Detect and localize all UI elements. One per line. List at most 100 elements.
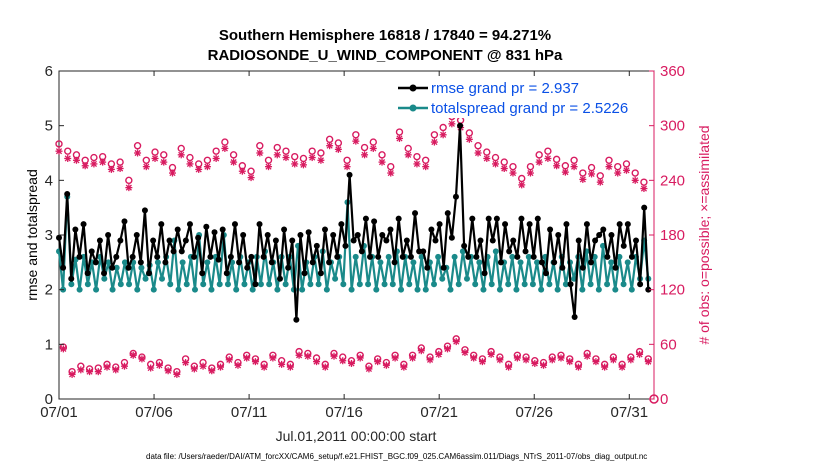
obs-assimilated-point	[592, 358, 600, 366]
obs-assimilated-point	[99, 158, 107, 166]
x-tick-label: 07/16	[325, 404, 363, 421]
totalspread-point	[398, 286, 405, 293]
obs-assimilated-stroke	[313, 358, 320, 365]
obs-possible-point	[291, 152, 299, 161]
totalspread-point	[266, 281, 273, 288]
obs-assimilated-stroke	[208, 367, 215, 374]
rmse-point	[170, 248, 177, 255]
totalspread-point	[101, 275, 108, 282]
obs-assimilated-point	[251, 358, 259, 366]
obs-assimilated-stroke	[383, 362, 390, 369]
rmse-point	[236, 259, 243, 266]
obs-assimilated-stroke	[605, 163, 613, 170]
obs-assimilated-point	[295, 351, 303, 359]
obs-assimilated-point	[116, 164, 124, 172]
totalspread-point	[179, 259, 186, 266]
obs-assimilated-point	[203, 163, 211, 171]
totalspread-point	[249, 286, 256, 293]
rmse-point	[497, 259, 504, 266]
rmse-point	[133, 232, 140, 238]
rmse-point	[199, 270, 206, 277]
obs-assimilated-stroke	[422, 163, 429, 170]
obs-assimilated-stroke	[352, 138, 359, 145]
obs-assimilated-stroke	[274, 151, 281, 158]
obs-assimilated-stroke	[636, 351, 643, 358]
totalspread-point	[142, 275, 149, 282]
rmse-point	[563, 221, 570, 228]
obs-assimilated-stroke	[230, 159, 237, 166]
totalspread-point	[208, 286, 215, 293]
totalspread-point	[257, 281, 264, 288]
rmse-point	[203, 223, 210, 230]
obs-assimilated-stroke	[108, 166, 115, 173]
rmse-point	[346, 171, 353, 178]
totalspread-point	[377, 259, 384, 266]
obs-assimilated-stroke	[121, 363, 128, 370]
obs-assimilated-stroke	[265, 163, 272, 170]
rmse-point	[485, 215, 492, 222]
obs-possible-point	[256, 142, 264, 150]
obs-assimilated-stroke	[483, 155, 490, 162]
obs-assimilated-stroke	[160, 159, 167, 166]
obs-assimilated-point	[142, 163, 150, 171]
rmse-point	[502, 221, 509, 228]
obs-possible-point	[55, 140, 63, 148]
obs-assimilated-point	[583, 352, 591, 360]
obs-assimilated-stroke	[461, 349, 469, 356]
rmse-point	[571, 314, 578, 320]
totalspread-point	[274, 286, 281, 293]
obs-assimilated-stroke	[278, 361, 285, 368]
rmse-point	[268, 259, 275, 266]
rmse-point	[191, 253, 198, 260]
totalspread-point	[410, 259, 417, 266]
obs-assimilated-stroke	[645, 358, 652, 365]
obs-assimilated-point	[199, 362, 207, 370]
obs-assimilated-stroke	[400, 364, 407, 371]
obs-assimilated-point	[487, 350, 495, 358]
rmse-point	[137, 259, 144, 266]
obs-assimilated-point	[164, 367, 172, 375]
obs-assimilated-point	[500, 164, 508, 172]
totalspread-point	[620, 281, 627, 288]
obs-assimilated-stroke	[147, 364, 154, 372]
rmse-point	[264, 232, 271, 238]
y-tick-label-right: 300	[660, 118, 685, 135]
totalspread-point	[233, 286, 240, 293]
totalspread-point	[191, 286, 198, 293]
obs-assimilated-stroke	[204, 163, 211, 170]
totalspread-point	[105, 259, 112, 266]
rmse-point	[76, 253, 83, 260]
obs-assimilated-stroke	[173, 371, 180, 378]
rmse-point	[326, 259, 333, 266]
obs-assimilated-stroke	[339, 357, 346, 364]
obs-assimilated-stroke	[295, 352, 303, 359]
rmse-point	[637, 281, 644, 288]
obs-assimilated-point	[273, 151, 281, 159]
totalspread-point	[373, 286, 380, 293]
obs-assimilated-point	[86, 368, 94, 376]
obs-assimilated-stroke	[64, 155, 71, 162]
obs-assimilated-point	[182, 359, 190, 367]
totalspread-point	[525, 253, 532, 260]
obs-assimilated-stroke	[601, 364, 608, 371]
obs-assimilated-point	[112, 366, 120, 374]
totalspread-point	[604, 281, 611, 288]
obs-assimilated-stroke	[518, 181, 525, 188]
rmse-point	[567, 281, 574, 288]
totalspread-point	[496, 286, 503, 293]
obs-assimilated-point	[234, 361, 242, 369]
obs-assimilated-stroke	[640, 185, 648, 192]
y-tick-label-left: 4	[45, 172, 53, 189]
obs-assimilated-point	[177, 151, 185, 159]
totalspread-point	[323, 286, 330, 293]
totalspread-point	[315, 281, 322, 288]
x-tick-label: 07/01	[40, 404, 78, 421]
obs-assimilated-point	[361, 151, 369, 159]
totalspread-point	[538, 286, 545, 293]
obs-possible-point	[544, 147, 552, 155]
totalspread-point	[348, 286, 355, 293]
obs-assimilated-point	[317, 156, 325, 164]
totalspread-point	[138, 264, 145, 271]
obs-assimilated-stroke	[291, 160, 298, 168]
obs-assimilated-point	[291, 160, 299, 168]
